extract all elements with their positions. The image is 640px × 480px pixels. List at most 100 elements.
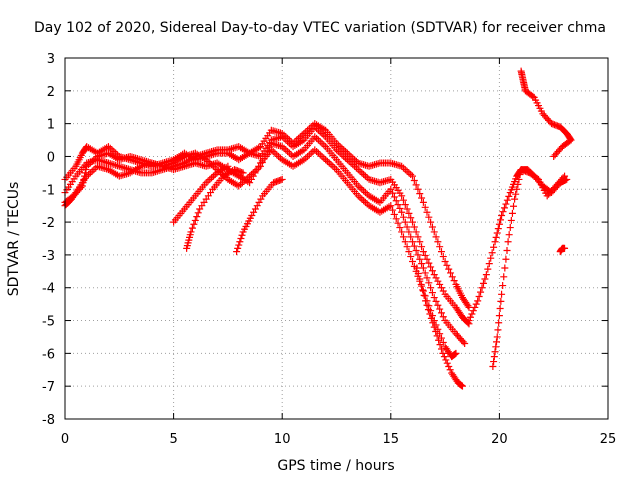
data-point bbox=[410, 177, 418, 185]
data-point bbox=[278, 133, 286, 141]
y-tick-label: -7 bbox=[42, 380, 55, 395]
data-point bbox=[327, 161, 335, 169]
data-point bbox=[494, 225, 502, 233]
data-point bbox=[501, 264, 509, 272]
data-point bbox=[407, 233, 415, 241]
data-point bbox=[479, 279, 487, 287]
data-point bbox=[334, 148, 342, 156]
data-point bbox=[436, 243, 444, 251]
data-point bbox=[418, 260, 426, 268]
y-tick-label: 1 bbox=[47, 118, 55, 133]
data-point bbox=[238, 231, 246, 239]
data-point bbox=[503, 247, 511, 255]
data-point bbox=[206, 175, 214, 183]
data-point bbox=[477, 288, 485, 296]
data-point bbox=[360, 187, 368, 195]
data-point bbox=[504, 238, 512, 246]
data-point bbox=[482, 271, 490, 279]
data-point bbox=[358, 185, 366, 193]
series-track-j bbox=[489, 166, 569, 370]
data-point bbox=[237, 180, 245, 188]
data-point bbox=[505, 192, 513, 200]
data-point bbox=[398, 208, 406, 216]
data-point bbox=[255, 198, 263, 206]
data-point bbox=[461, 340, 469, 348]
data-point bbox=[236, 238, 244, 246]
data-point bbox=[351, 156, 359, 164]
series-track-h bbox=[413, 264, 466, 390]
data-point bbox=[423, 208, 431, 216]
x-tick-label: 25 bbox=[600, 432, 617, 447]
data-point bbox=[437, 309, 445, 317]
data-point bbox=[443, 261, 451, 269]
data-point bbox=[405, 248, 413, 256]
y-tick-labels: -8 -7 -6 -5 -4 -3 -2 -1 0 1 2 3 bbox=[42, 52, 55, 428]
data-point bbox=[280, 134, 288, 142]
data-point bbox=[428, 267, 436, 275]
data-point bbox=[419, 287, 427, 295]
data-point bbox=[465, 317, 473, 325]
data-point bbox=[425, 279, 433, 287]
data-point bbox=[418, 243, 426, 251]
data-point bbox=[493, 338, 501, 346]
data-point bbox=[437, 248, 445, 256]
data-point bbox=[387, 202, 395, 210]
chart-title: Day 102 of 2020, Sidereal Day-to-day VTE… bbox=[34, 20, 606, 36]
data-point bbox=[516, 171, 524, 179]
data-point bbox=[496, 305, 504, 313]
data-point bbox=[418, 194, 426, 202]
data-point bbox=[440, 353, 448, 361]
data-point bbox=[271, 149, 279, 157]
data-point bbox=[513, 185, 521, 193]
data-point bbox=[416, 190, 424, 198]
data-point bbox=[284, 148, 292, 156]
data-point bbox=[399, 196, 407, 204]
data-point bbox=[429, 319, 437, 327]
data-point bbox=[551, 151, 559, 159]
data-point bbox=[253, 202, 261, 210]
data-point bbox=[193, 213, 201, 221]
x-tick-label: 5 bbox=[169, 432, 177, 447]
data-point bbox=[498, 290, 506, 298]
data-point bbox=[403, 223, 411, 231]
data-point bbox=[421, 269, 429, 277]
data-point bbox=[499, 208, 507, 216]
data-point bbox=[394, 219, 402, 227]
data-point bbox=[356, 167, 364, 175]
data-point bbox=[414, 270, 422, 278]
data-point bbox=[434, 238, 442, 246]
data-point bbox=[255, 162, 263, 170]
data-point bbox=[427, 218, 435, 226]
data-point bbox=[409, 218, 417, 226]
data-point bbox=[423, 301, 431, 309]
data-point bbox=[358, 195, 366, 203]
x-tick-label: 15 bbox=[383, 432, 400, 447]
data-point bbox=[436, 280, 444, 288]
data-point bbox=[445, 265, 453, 273]
data-point bbox=[511, 195, 519, 203]
data-point bbox=[403, 205, 411, 213]
data-point bbox=[405, 169, 413, 177]
data-point bbox=[495, 312, 503, 320]
data-point bbox=[491, 348, 499, 356]
series-track-f bbox=[183, 166, 247, 252]
data-point bbox=[389, 189, 397, 197]
data-point bbox=[419, 198, 427, 206]
data-point bbox=[493, 229, 501, 237]
data-point bbox=[409, 172, 417, 180]
data-point bbox=[392, 215, 400, 223]
data-point bbox=[342, 148, 350, 156]
data-point bbox=[405, 209, 413, 217]
data-point bbox=[307, 149, 315, 157]
data-point bbox=[491, 238, 499, 246]
data-point bbox=[278, 175, 286, 183]
data-point bbox=[493, 333, 501, 341]
data-point bbox=[405, 228, 413, 236]
data-point bbox=[425, 213, 433, 221]
x-tick-label: 10 bbox=[274, 432, 291, 447]
data-point bbox=[358, 169, 366, 177]
data-point bbox=[419, 248, 427, 256]
data-point bbox=[356, 193, 364, 201]
data-point bbox=[257, 195, 265, 203]
data-point bbox=[361, 198, 369, 206]
